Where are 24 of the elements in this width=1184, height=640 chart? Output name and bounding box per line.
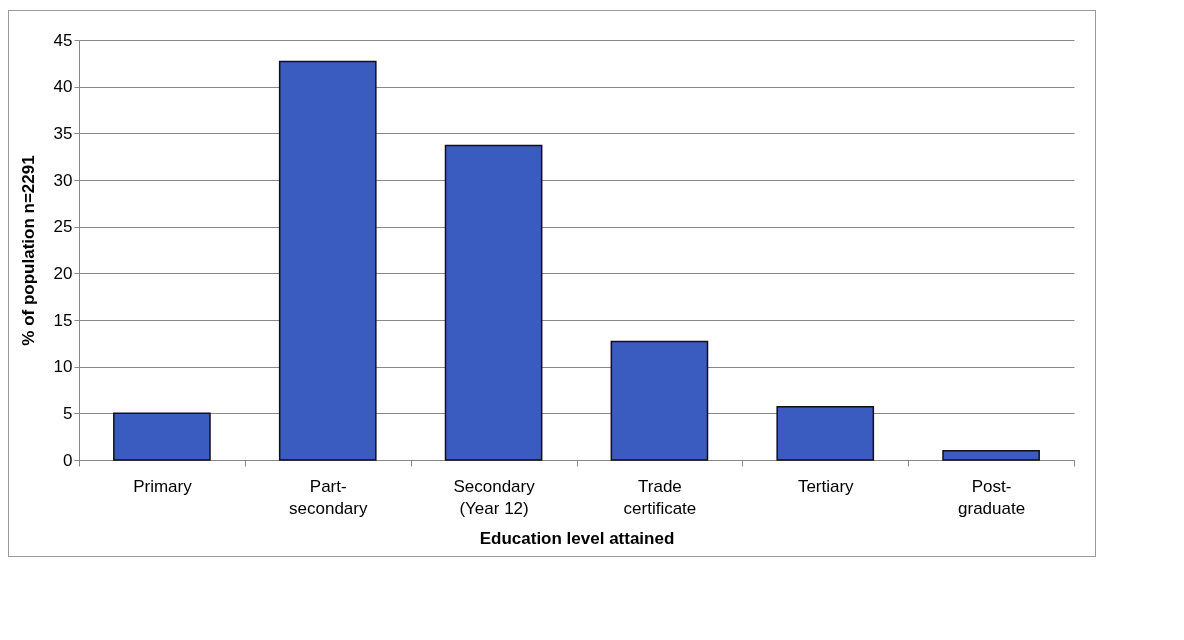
x-tick-label: Trade certificate <box>623 476 697 518</box>
y-tick-label: 40 <box>53 77 73 97</box>
bar <box>610 340 709 461</box>
bar <box>942 449 1040 461</box>
x-tick-label: Secondary (Year 12) <box>453 476 536 518</box>
bar <box>113 412 211 461</box>
bar <box>776 406 875 461</box>
y-tick-label: 35 <box>53 123 73 143</box>
y-tick-label: 30 <box>53 170 73 190</box>
y-axis-title: % of population n=2291 <box>18 155 38 346</box>
x-tick-label: Primary <box>133 476 193 496</box>
x-tick-label: Post- graduate <box>958 476 1026 518</box>
y-tick-label: 20 <box>53 263 73 283</box>
y-tick-label: 25 <box>53 217 73 237</box>
y-tick-label: 45 <box>53 30 73 50</box>
y-tick-label: 10 <box>53 357 73 377</box>
x-tick-label: Part- secondary <box>289 476 368 518</box>
x-tick-label: Tertiary <box>797 476 855 496</box>
y-tick-label: 5 <box>63 403 73 423</box>
y-tick-label: 15 <box>53 310 73 330</box>
x-axis-title: Education level attained <box>479 528 675 548</box>
bar <box>278 60 377 461</box>
y-tick-label: 0 <box>63 450 73 470</box>
bar <box>444 144 543 461</box>
